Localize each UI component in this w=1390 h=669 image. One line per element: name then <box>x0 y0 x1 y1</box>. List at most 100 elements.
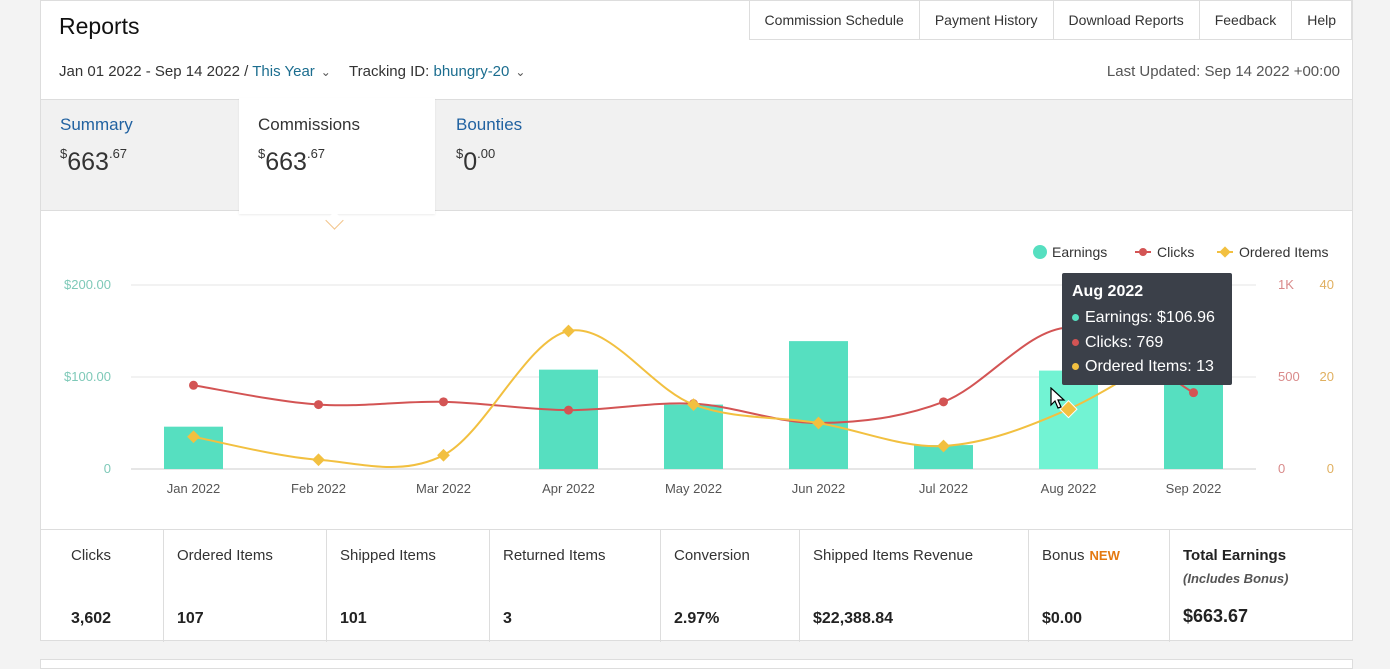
next-card <box>40 659 1353 669</box>
x-axis-label: Mar 2022 <box>416 481 471 496</box>
tooltip-title: Aug 2022 <box>1072 283 1144 300</box>
right-axis-ordered-tick: 40 <box>1320 277 1334 292</box>
ordered-items-point <box>187 430 200 444</box>
legend-earnings-label: Earnings <box>1052 244 1107 260</box>
new-badge: NEW <box>1089 548 1120 563</box>
tab-commissions-value: $663.67 <box>258 146 326 176</box>
stat-value: 107 <box>177 610 204 627</box>
stat-label: Shipped Items <box>340 547 436 564</box>
stat-label: Bonus NEW <box>1042 547 1120 564</box>
stat-value: $663.67 <box>1183 606 1249 626</box>
date-preset-label: This Year <box>252 63 315 80</box>
clicks-point <box>564 405 573 415</box>
last-updated: Last Updated: Sep 14 2022 +00:00 <box>1106 63 1340 80</box>
ordered-items-point <box>312 453 325 467</box>
stat-conversion: Conversion 2.97% <box>661 530 800 642</box>
clicks-point <box>189 380 198 390</box>
x-axis-label: Jan 2022 <box>167 481 221 496</box>
stat-returned-items: Returned Items 3 <box>490 530 661 642</box>
stat-value: 2.97% <box>674 610 720 627</box>
feedback-link[interactable]: Feedback <box>1198 1 1293 40</box>
legend-ordered-diamond <box>1219 246 1231 258</box>
ordered-items-point <box>1059 400 1078 419</box>
earnings-bar <box>539 369 598 469</box>
earnings-bar <box>664 404 723 469</box>
tooltip-clicks: Clicks: 769 <box>1072 331 1222 356</box>
tracking-id-value: bhungry-20 <box>433 63 510 80</box>
stat-value: $22,388.84 <box>813 610 894 627</box>
report-tabs: Summary $663.67 Commissions $663.67 Boun… <box>41 98 1352 214</box>
clicks-point <box>439 397 448 407</box>
x-axis-label: Apr 2022 <box>542 481 595 496</box>
legend-earnings-icon <box>1033 245 1047 259</box>
tab-bounties[interactable]: Bounties $0.00 <box>437 100 633 210</box>
help-link[interactable]: Help <box>1291 1 1352 40</box>
chevron-down-icon: ⌄ <box>515 65 526 79</box>
x-axis-label: Jul 2022 <box>919 481 968 496</box>
x-axis-label: May 2022 <box>665 481 722 496</box>
right-axis-clicks-tick: 500 <box>1278 369 1300 384</box>
stat-label: Ordered Items <box>177 547 273 564</box>
earnings-chart[interactable]: $200.00 $100.00 0 1K 500 0 40 20 0 Jan 2022 Feb 20… <box>41 213 1352 529</box>
tab-commissions[interactable]: Commissions $663.67 <box>239 98 435 214</box>
page-title: Reports <box>59 13 140 39</box>
stat-shipped-revenue: Shipped Items Revenue $22,388.84 <box>800 530 1029 642</box>
right-axis-clicks-tick: 0 <box>1278 461 1285 476</box>
stat-total-earnings: Total Earnings (Includes Bonus) $663.67 <box>1170 530 1352 642</box>
stat-bonus: Bonus NEW $0.00 <box>1029 530 1170 642</box>
stat-shipped-items: Shipped Items 101 <box>327 530 490 642</box>
right-axis-ordered-tick: 0 <box>1327 461 1334 476</box>
tracking-id-dropdown[interactable]: bhungry-20 ⌄ <box>433 63 525 80</box>
clicks-point <box>939 397 948 407</box>
chevron-down-icon: ⌄ <box>320 65 331 79</box>
left-axis-tick: $200.00 <box>64 277 111 292</box>
tab-commissions-label: Commissions <box>258 115 361 134</box>
commission-schedule-link[interactable]: Commission Schedule <box>748 1 920 40</box>
clicks-point <box>314 400 323 410</box>
clicks-dot-icon <box>1072 338 1079 346</box>
clicks-point <box>1189 388 1198 398</box>
right-axis-ordered-tick: 20 <box>1320 369 1334 384</box>
chart-tooltip: Aug 2022 Earnings: $106.96 Clicks: 769 O… <box>1062 273 1232 385</box>
stat-label: Conversion <box>674 547 750 564</box>
right-axis-clicks-tick: 1K <box>1278 277 1294 292</box>
stats-row: Clicks 3,602 Ordered Items 107 Shipped I… <box>41 529 1352 642</box>
tab-summary[interactable]: Summary $663.67 <box>41 100 237 210</box>
top-nav: Commission Schedule Payment History Down… <box>748 1 1352 40</box>
stat-label: Returned Items <box>503 547 606 564</box>
date-bar: Jan 01 2022 - Sep 14 2022 / This Year ⌄ T… <box>59 63 525 80</box>
x-axis-label: Aug 2022 <box>1041 481 1097 496</box>
stat-sublabel: (Includes Bonus) <box>1183 571 1289 586</box>
stat-ordered-items: Ordered Items 107 <box>164 530 327 642</box>
tab-summary-label: Summary <box>60 115 133 134</box>
left-axis-tick: $100.00 <box>64 369 111 384</box>
tab-summary-value: $663.67 <box>60 146 128 176</box>
earnings-bar <box>914 445 973 469</box>
legend-ordered-label: Ordered Items <box>1239 244 1328 260</box>
download-reports-link[interactable]: Download Reports <box>1052 1 1200 40</box>
payment-history-link[interactable]: Payment History <box>918 1 1054 40</box>
tab-bounties-value: $0.00 <box>456 146 496 176</box>
legend-clicks-dot <box>1139 248 1147 256</box>
x-axis-label: Jun 2022 <box>792 481 846 496</box>
ordered-dot-icon <box>1072 363 1079 371</box>
earnings-dot-icon <box>1072 314 1079 322</box>
tooltip-ordered: Ordered Items: 13 <box>1072 355 1222 380</box>
tab-bounties-label: Bounties <box>456 115 523 134</box>
ordered-items-point <box>437 448 450 462</box>
stat-label: Shipped Items Revenue <box>813 547 974 564</box>
stat-clicks: Clicks 3,602 <box>41 530 164 642</box>
stat-value: 3 <box>503 610 512 627</box>
stat-label: Total Earnings <box>1183 547 1287 564</box>
stat-value: $0.00 <box>1042 610 1083 627</box>
mouse-cursor-icon <box>1050 387 1066 409</box>
tracking-id-label: Tracking ID: <box>349 63 430 80</box>
left-axis-tick: 0 <box>104 461 111 476</box>
stat-label: Clicks <box>71 547 111 564</box>
date-preset-dropdown[interactable]: This Year ⌄ <box>252 63 331 80</box>
date-range: Jan 01 2022 - Sep 14 2022 / <box>59 63 249 80</box>
tooltip-earnings: Earnings: $106.96 <box>1072 306 1222 331</box>
legend-clicks-label: Clicks <box>1157 244 1194 260</box>
reports-card: Reports Commission Schedule Payment Hist… <box>40 0 1353 642</box>
stat-value: 3,602 <box>71 610 112 627</box>
